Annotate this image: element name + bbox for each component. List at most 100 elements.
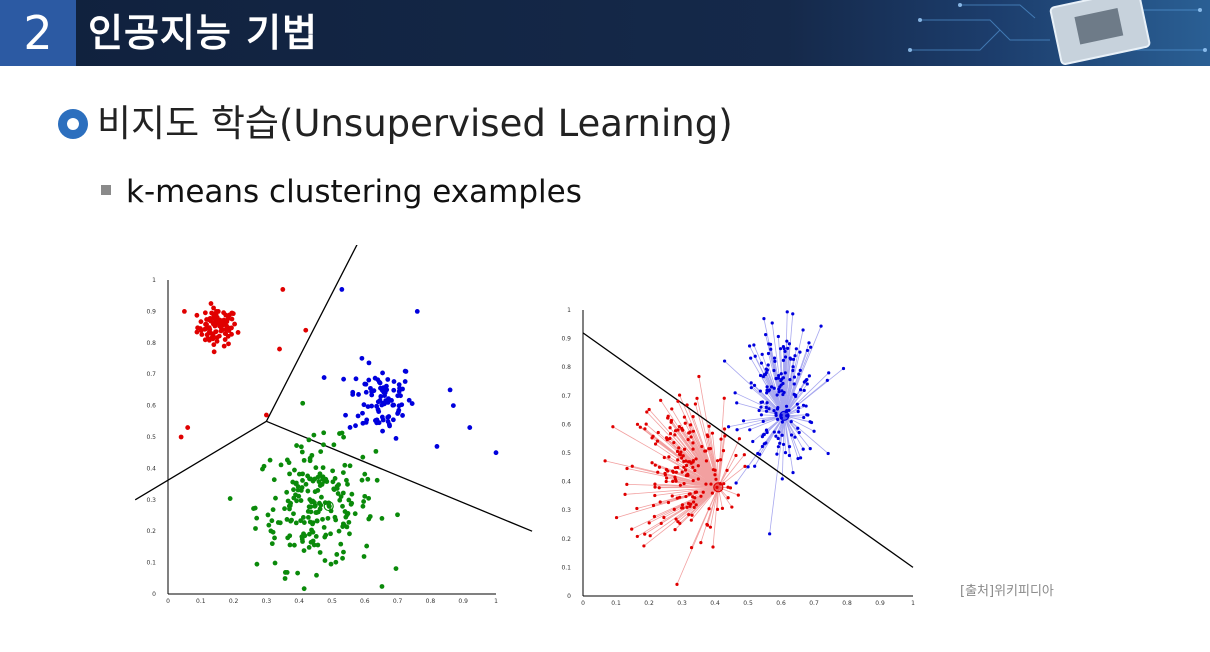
data-point-blue: [792, 382, 796, 386]
data-point-blue: [791, 368, 795, 373]
centroid-link: [724, 360, 785, 417]
data-point-green: [332, 476, 338, 481]
data-point-blue: [783, 371, 787, 375]
y-tick-label: 0.6: [146, 403, 156, 410]
centroid-link: [717, 438, 740, 488]
data-point-red: [691, 478, 695, 483]
data-point-red: [194, 312, 200, 318]
data-point-red: [704, 449, 708, 453]
data-point-red: [653, 485, 657, 489]
data-point-green: [322, 558, 328, 563]
data-point-green: [359, 477, 365, 483]
centroid-link: [718, 487, 729, 499]
data-point-red: [707, 507, 711, 511]
data-point-blue: [773, 359, 777, 363]
data-point-blue: [762, 432, 766, 437]
data-point-red: [197, 326, 203, 331]
data-point-blue: [785, 414, 789, 418]
data-point-red: [666, 469, 670, 473]
data-point-red: [722, 396, 726, 400]
data-point-green: [349, 491, 355, 497]
data-point-blue: [406, 397, 412, 403]
data-point-green: [282, 576, 288, 581]
data-point-red: [651, 503, 656, 508]
data-point-red: [734, 453, 738, 458]
y-tick-label: 1: [152, 277, 156, 284]
y-tick-label: 0.1: [146, 560, 156, 567]
data-point-red: [710, 431, 715, 435]
centroid-link: [643, 487, 719, 547]
y-tick-label: 1: [567, 307, 571, 314]
data-point-green: [337, 497, 343, 503]
data-point-red: [673, 527, 677, 532]
data-point-red: [677, 425, 681, 429]
data-point-red: [221, 343, 227, 349]
data-point-blue: [360, 420, 366, 426]
data-point-blue: [780, 389, 784, 393]
data-point-red: [705, 523, 710, 527]
data-point-red: [719, 437, 723, 441]
data-point-green: [341, 549, 346, 555]
data-point-green: [340, 555, 345, 561]
data-point-blue: [772, 409, 776, 413]
data-point-red: [277, 346, 282, 352]
data-point-red: [207, 317, 213, 323]
data-point-red: [210, 336, 216, 342]
data-point-red: [682, 481, 686, 486]
data-point-green: [292, 467, 297, 473]
data-point-blue: [780, 433, 784, 437]
y-tick-label: 0.7: [146, 371, 156, 378]
data-point-red: [708, 525, 713, 529]
data-point-blue: [752, 343, 756, 347]
section-heading: 비지도 학습(Unsupervised Learning): [97, 102, 733, 145]
centroid-link: [783, 329, 804, 416]
data-point-red: [673, 429, 678, 433]
data-point-blue: [381, 385, 386, 390]
centroid-link: [710, 487, 719, 528]
section-number: 2: [0, 0, 76, 66]
data-point-green: [341, 434, 346, 440]
data-point-red: [687, 431, 691, 435]
data-point-blue: [770, 321, 774, 325]
data-point-red: [691, 458, 695, 463]
data-point-red: [689, 435, 693, 439]
data-point-red: [645, 410, 649, 414]
centroid-link: [783, 415, 811, 449]
data-point-blue: [780, 477, 784, 481]
data-point-red: [224, 323, 229, 329]
data-point-red: [656, 430, 660, 435]
centroid-link: [700, 486, 719, 497]
data-point-blue: [751, 439, 755, 444]
data-point-blue: [804, 404, 808, 408]
centroid-link: [783, 343, 790, 416]
data-point-red: [653, 482, 657, 486]
data-point-green: [300, 400, 306, 406]
data-point-red: [657, 465, 662, 469]
data-point-red: [694, 503, 698, 507]
data-point-red: [693, 490, 697, 494]
data-point-red: [221, 317, 227, 323]
y-tick-label: 0.3: [561, 507, 571, 514]
data-point-red: [672, 440, 676, 445]
centroid-link: [717, 398, 725, 488]
data-point-green: [282, 506, 287, 512]
data-point-blue: [757, 408, 761, 413]
data-point-red: [691, 415, 695, 419]
x-tick-label: 0.7: [393, 598, 403, 605]
data-point-red: [699, 494, 703, 498]
data-point-blue: [761, 419, 765, 423]
data-point-red: [697, 374, 701, 379]
y-tick-label: 0: [152, 591, 156, 598]
data-point-green: [307, 458, 313, 464]
data-point-red: [678, 483, 682, 487]
data-point-red: [671, 469, 675, 473]
data-point-green: [271, 477, 277, 483]
data-point-blue: [777, 390, 781, 394]
data-point-blue: [772, 430, 776, 434]
data-point-green: [301, 520, 307, 525]
data-point-green: [352, 511, 358, 517]
data-point-blue: [386, 422, 392, 427]
centroid-link: [783, 415, 794, 473]
data-point-green: [326, 504, 332, 509]
data-point-red: [213, 312, 219, 318]
